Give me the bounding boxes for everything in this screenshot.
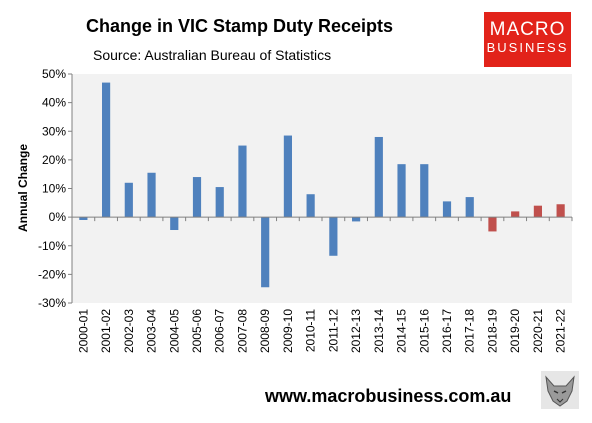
bar-2008-09 [261, 217, 270, 288]
bar-2002-03 [124, 182, 133, 218]
y-tick-label: 0% [49, 210, 67, 224]
chart-subtitle: Source: Australian Bureau of Statistics [93, 47, 332, 63]
bar-2021-22 [556, 204, 565, 218]
bar-2019-20 [511, 211, 520, 218]
bar-2016-17 [442, 201, 452, 218]
x-tick-label: 2016-17 [440, 309, 454, 353]
bar-2015-16 [420, 164, 429, 218]
x-tick-label: 2003-04 [145, 309, 159, 353]
x-tick-label: 2006-07 [213, 309, 227, 353]
x-tick-label: 2012-13 [349, 309, 363, 353]
x-tick-label: 2001-02 [99, 309, 113, 353]
x-tick-label: 2002-03 [122, 309, 136, 353]
x-tick-label: 2014-15 [395, 309, 409, 353]
bar-2000-01 [79, 217, 88, 220]
logo-line-2: BUSINESS [486, 40, 569, 55]
x-tick-label: 2021-22 [554, 309, 568, 353]
wolf-icon [541, 371, 579, 409]
x-tick-label: 2018-19 [485, 309, 499, 353]
x-tick-label: 2020-21 [531, 309, 545, 353]
x-tick-label: 2005-06 [190, 309, 204, 353]
bar-2004-05 [170, 217, 179, 231]
x-tick-label: 2009-10 [281, 309, 295, 353]
x-tick-label: 2000-01 [76, 309, 90, 353]
y-axis-title: Annual Change [16, 144, 30, 232]
bar-2001-02 [102, 82, 111, 218]
bar-2005-06 [192, 177, 202, 218]
y-tick-label: 40% [42, 96, 66, 110]
footer-url[interactable]: www.macrobusiness.com.au [265, 386, 512, 406]
y-tick-label: -30% [38, 296, 66, 310]
bar-2011-12 [329, 217, 338, 256]
bar-2003-04 [147, 172, 156, 218]
macrobusiness-logo[interactable]: MACRO BUSINESS [484, 12, 571, 67]
x-axis: 2000-01 2001-02 2002-03 2003-04 2004-05 2005-… [76, 217, 573, 353]
plot-area [72, 74, 572, 303]
bar-2018-19 [488, 217, 497, 232]
y-axis: 50% 40% 30% 20% 10% 0% -10% -20% -30% [38, 67, 72, 310]
bar-2017-18 [465, 197, 474, 218]
bar-series [79, 82, 565, 288]
x-tick-label: 2004-05 [167, 309, 181, 353]
bar-2012-13 [352, 217, 361, 222]
y-tick-label: -10% [38, 239, 66, 253]
bar-2009-10 [283, 135, 292, 218]
chart-title: Change in VIC Stamp Duty Receipts [86, 16, 394, 36]
y-tick-label: 10% [42, 182, 66, 196]
bar-2006-07 [215, 187, 224, 218]
x-tick-label: 2015-16 [417, 309, 431, 353]
bar-2010-11 [306, 194, 315, 218]
x-tick-label: 2007-08 [235, 309, 249, 353]
bar-2007-08 [238, 145, 247, 218]
x-tick-label: 2010-11 [304, 309, 318, 352]
bar-2013-14 [374, 136, 383, 218]
bar-2020-21 [533, 205, 542, 218]
y-tick-label: 20% [42, 153, 66, 167]
x-tick-label: 2017-18 [463, 309, 477, 353]
bar-2014-15 [397, 164, 406, 218]
x-tick-label: 2008-09 [258, 309, 272, 353]
x-tick-label: 2011-12 [326, 309, 340, 352]
x-tick-label: 2019-20 [508, 309, 522, 353]
y-tick-label: 50% [42, 67, 66, 81]
logo-line-1: MACRO [489, 19, 566, 40]
x-tick-label: 2013-14 [372, 309, 386, 353]
y-tick-label: 30% [42, 124, 66, 138]
y-tick-label: -20% [38, 267, 66, 281]
